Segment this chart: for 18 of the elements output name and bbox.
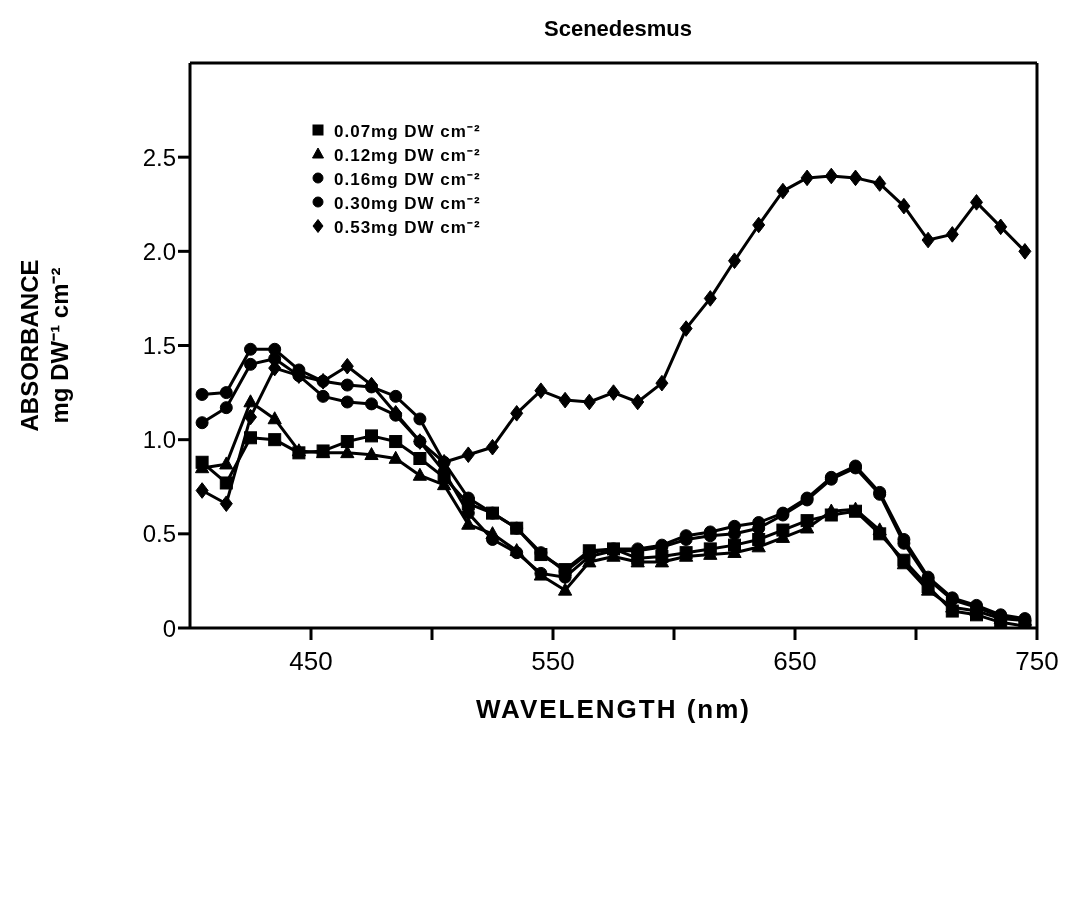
y-tick-label: 0 xyxy=(162,614,176,642)
legend-label: 0.12mg DW cm⁻² xyxy=(334,144,481,166)
y-tick-label: 2.5 xyxy=(142,143,176,171)
y-axis-title: ABSORBANCE mg DW⁻¹ cm⁻² xyxy=(16,259,73,432)
legend-label: 0.16mg DW cm⁻² xyxy=(334,168,481,190)
legend-label: 0.30mg DW cm⁻² xyxy=(334,192,481,214)
chart-title: Scenedesmus xyxy=(544,15,692,41)
y-tick-label: 2.0 xyxy=(142,237,176,265)
x-axis-title: WAVELENGTH (nm) xyxy=(475,694,752,724)
y-tick-label: 1.5 xyxy=(142,332,176,360)
y-tick-label: 0.5 xyxy=(142,520,176,548)
legend-label: 0.53mg DW cm⁻² xyxy=(334,216,481,238)
x-tick-label: 650 xyxy=(773,646,817,677)
y-tick-label: 1.0 xyxy=(142,426,176,454)
legend-label: 0.07mg DW cm⁻² xyxy=(334,120,481,142)
x-tick-label: 750 xyxy=(1015,646,1059,677)
x-tick-label: 450 xyxy=(289,646,333,677)
x-tick-label: 550 xyxy=(531,646,575,677)
